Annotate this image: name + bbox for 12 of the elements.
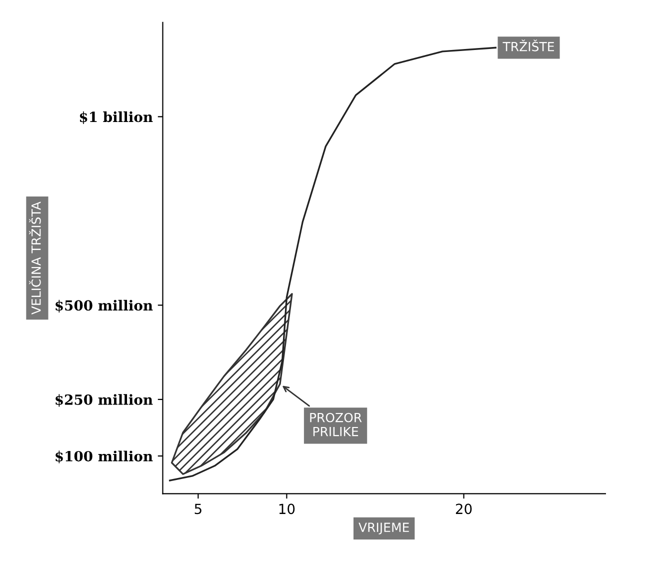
x-tick-label: 10: [279, 504, 295, 514]
text: PROZOR PRILIKE: [310, 412, 362, 436]
y-tick-label: $100 million: [56, 450, 153, 464]
x-tick-label: 20: [456, 504, 472, 514]
line-series: [169, 46, 496, 482]
y-tick-label: $250 million: [56, 394, 153, 407]
x-axis-title: VRIJEME: [358, 522, 409, 534]
y-tick-label: $1 billion: [80, 111, 153, 124]
y-tick-label: $500 million: [56, 300, 153, 312]
y-axis-title: VELIČINA TRŽIŠTA: [29, 202, 41, 315]
x-tick-label: 5: [194, 504, 202, 514]
series-label: TRŽIŠTE: [502, 40, 554, 52]
